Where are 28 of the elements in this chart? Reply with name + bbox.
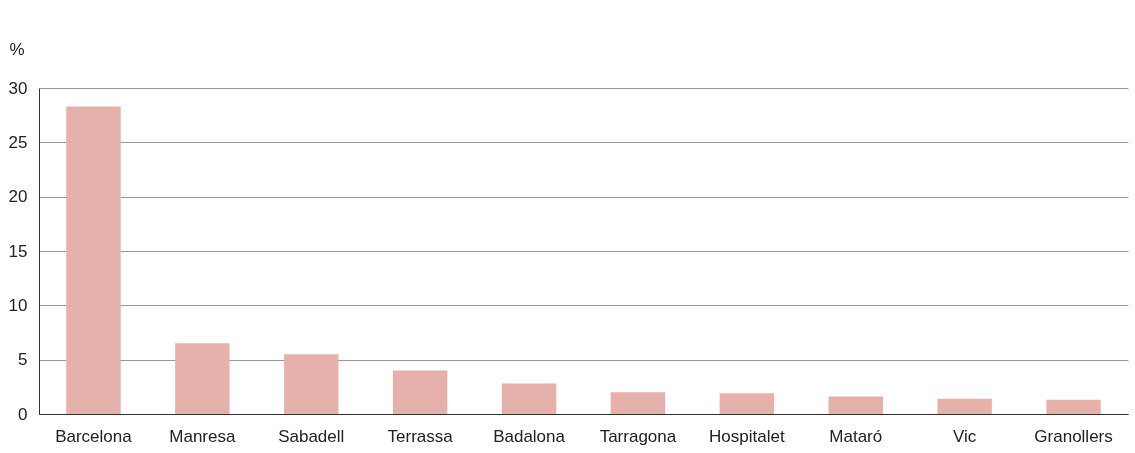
x-tick-label: Manresa — [169, 426, 236, 446]
bar — [828, 396, 883, 414]
y-tick-label: 10 — [8, 295, 28, 315]
x-tick-label: Hospitalet — [709, 426, 785, 446]
y-tick-label: 30 — [8, 78, 28, 98]
y-tick-label: 25 — [8, 132, 28, 152]
x-tick-label: Barcelona — [55, 426, 133, 446]
x-tick-label: Terrassa — [387, 426, 454, 446]
bar — [175, 343, 230, 414]
y-axis-title: % — [9, 39, 25, 59]
bar — [392, 370, 448, 414]
x-tick-label: Mataró — [829, 426, 883, 446]
bar — [719, 393, 775, 414]
bar — [66, 106, 121, 414]
bar — [284, 354, 339, 414]
y-tick-label: 15 — [8, 241, 28, 261]
bar — [501, 383, 557, 414]
x-tick-label: Badalona — [493, 426, 566, 446]
x-tick-label: Granollers — [1034, 426, 1113, 446]
x-tick-label: Vic — [952, 426, 977, 446]
bar — [937, 398, 992, 414]
y-tick-label: 5 — [18, 350, 28, 370]
y-tick-label: 0 — [18, 404, 28, 424]
x-tick-label: Tarragona — [599, 426, 677, 446]
bar — [610, 392, 666, 414]
y-tick-label: 20 — [8, 187, 28, 207]
x-tick-label: Sabadell — [278, 426, 345, 446]
bar — [1046, 399, 1101, 414]
